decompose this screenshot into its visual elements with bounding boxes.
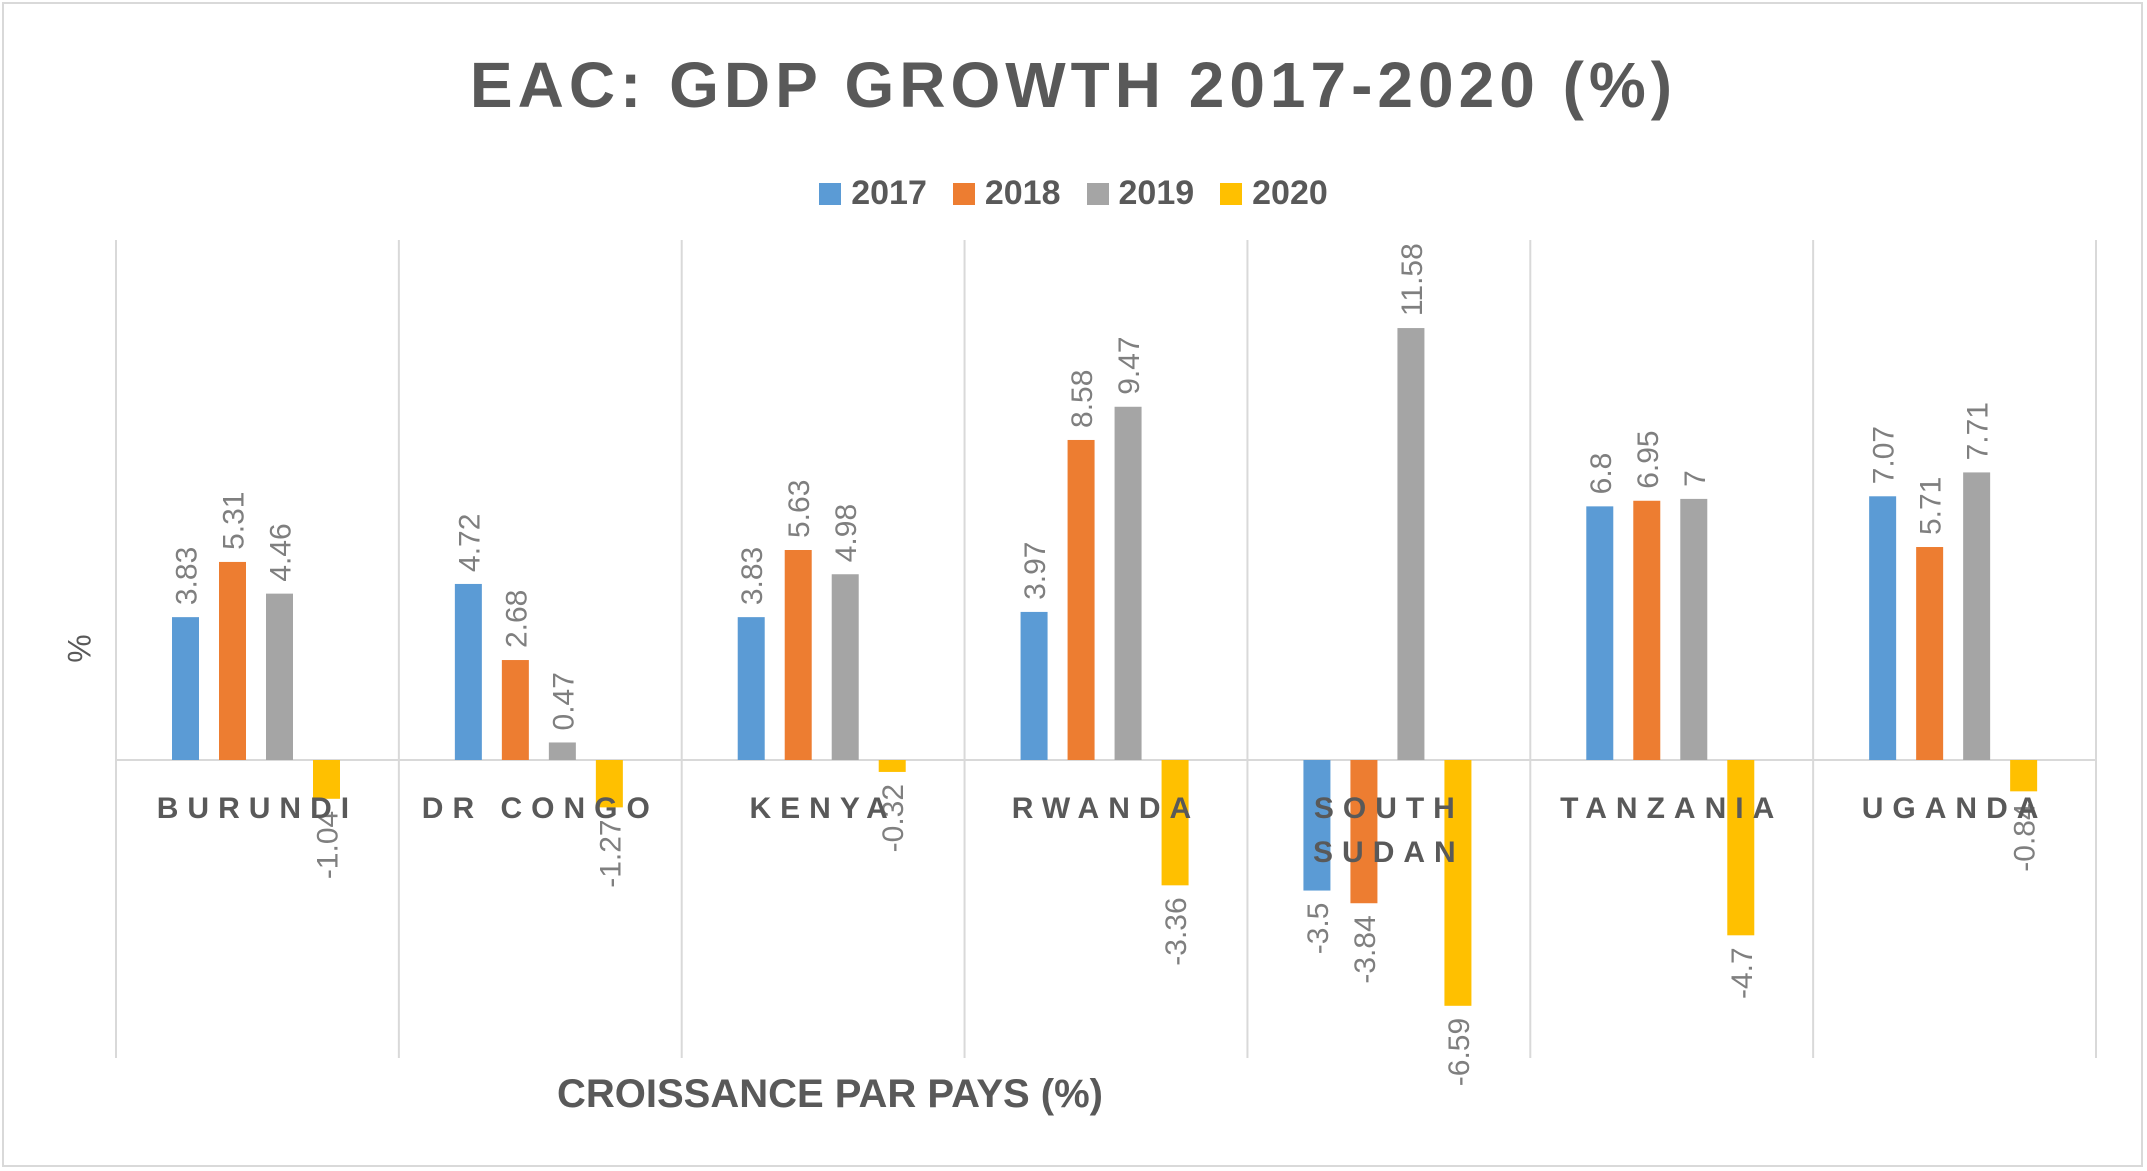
bar-2020-kenya: [878, 760, 906, 772]
data-label: 5.63: [783, 480, 816, 538]
data-label: 9.47: [1113, 336, 1146, 394]
legend-label-2017: 2017: [851, 174, 927, 212]
legend-swatch-2017: [819, 182, 842, 205]
bar-2020-burundi: [313, 760, 340, 799]
category-label: TANZANIA: [1560, 792, 1783, 825]
bar-2017-burundi: [172, 617, 199, 760]
bar-2018-kenya: [784, 550, 812, 760]
data-label: 5.31: [218, 492, 251, 550]
data-label: -6.59: [1443, 1018, 1476, 1086]
data-label: -3.5: [1302, 903, 1335, 955]
bar-2019-kenya: [831, 574, 859, 760]
data-label: 6.95: [1632, 430, 1665, 488]
data-label: 3.83: [171, 547, 204, 605]
data-label: -1.27: [594, 819, 627, 887]
bar-2019-south-sudan: [1397, 328, 1425, 760]
bar-2019-dr-congo: [548, 742, 576, 760]
legend-swatch-2018: [952, 182, 975, 205]
bar-2018-dr-congo: [501, 660, 529, 760]
data-label: 7: [1679, 470, 1712, 487]
bar-2019-tanzania: [1680, 498, 1708, 760]
bar-2018-uganda: [1916, 547, 1944, 760]
legend: 2017 2018 2019 2020: [0, 174, 2147, 213]
data-label: 0.47: [547, 672, 580, 730]
data-label: -0.84: [2009, 803, 2042, 871]
bar-2017-tanzania: [1586, 506, 1614, 760]
data-label: 3.97: [1019, 542, 1052, 600]
bar-2018-burundi: [219, 561, 246, 760]
legend-label-2020: 2020: [1252, 174, 1328, 212]
bar-2018-tanzania: [1633, 500, 1661, 760]
data-label: 8.58: [1066, 370, 1099, 428]
bar-2020-tanzania: [1727, 760, 1755, 936]
bar-2019-rwanda: [1114, 406, 1142, 760]
data-label: 2.68: [500, 590, 533, 648]
data-label: -1.04: [312, 811, 345, 879]
legend-item-2018[interactable]: 2018: [952, 174, 1061, 213]
data-label: 7.07: [1868, 426, 1901, 484]
bar-2017-dr-congo: [454, 583, 482, 760]
category-label: SUDAN: [1313, 836, 1465, 869]
data-label: 7.71: [1962, 402, 1995, 460]
bar-2017-kenya: [737, 617, 765, 760]
data-label: 5.71: [1915, 477, 1948, 535]
bar-2017-rwanda: [1020, 611, 1048, 760]
bar-2017-south-sudan: [1303, 760, 1331, 891]
category-label: KENYA: [750, 792, 897, 825]
category-label: SOUTH: [1314, 792, 1464, 825]
legend-swatch-2020: [1220, 182, 1243, 205]
category-label: DR CONGO: [422, 792, 659, 825]
legend-item-2017[interactable]: 2017: [819, 174, 927, 213]
data-label: 4.46: [265, 523, 298, 581]
x-axis-label: CROISSANCE PAR PAYS (%): [556, 1072, 1103, 1116]
data-label: 6.8: [1585, 453, 1618, 495]
bar-2020-uganda: [2010, 760, 2038, 792]
data-label: 4.98: [830, 504, 863, 562]
bar-2020-rwanda: [1161, 760, 1189, 886]
category-label: RWANDA: [1012, 792, 1200, 825]
category-label: BURUNDI: [157, 792, 358, 825]
bar-2019-burundi: [266, 593, 293, 760]
bar-2018-rwanda: [1067, 439, 1095, 760]
data-label: 4.72: [453, 514, 486, 572]
legend-item-2020[interactable]: 2020: [1220, 174, 1328, 213]
bar-2020-dr-congo: [595, 760, 623, 808]
bar-2019-uganda: [1963, 472, 1991, 760]
legend-label-2018: 2018: [984, 174, 1061, 212]
data-label: -3.36: [1160, 897, 1193, 965]
bar-2018-south-sudan: [1350, 760, 1378, 904]
legend-swatch-2019: [1086, 182, 1109, 205]
bar-2020-south-sudan: [1444, 760, 1472, 1006]
bar-2017-uganda: [1869, 496, 1897, 760]
data-label: -0.32: [877, 784, 910, 852]
chart-title: EAC: GDP GROWTH 2017-2020 (%): [469, 49, 1678, 121]
data-label: -3.84: [1349, 915, 1382, 983]
category-label: UGANDA: [1862, 792, 2048, 825]
legend-label-2019: 2019: [1118, 174, 1195, 212]
data-label: 3.83: [736, 547, 769, 605]
legend-item-2019[interactable]: 2019: [1086, 174, 1195, 213]
data-label: -4.7: [1726, 947, 1759, 999]
data-label: 11.58: [1396, 243, 1429, 316]
